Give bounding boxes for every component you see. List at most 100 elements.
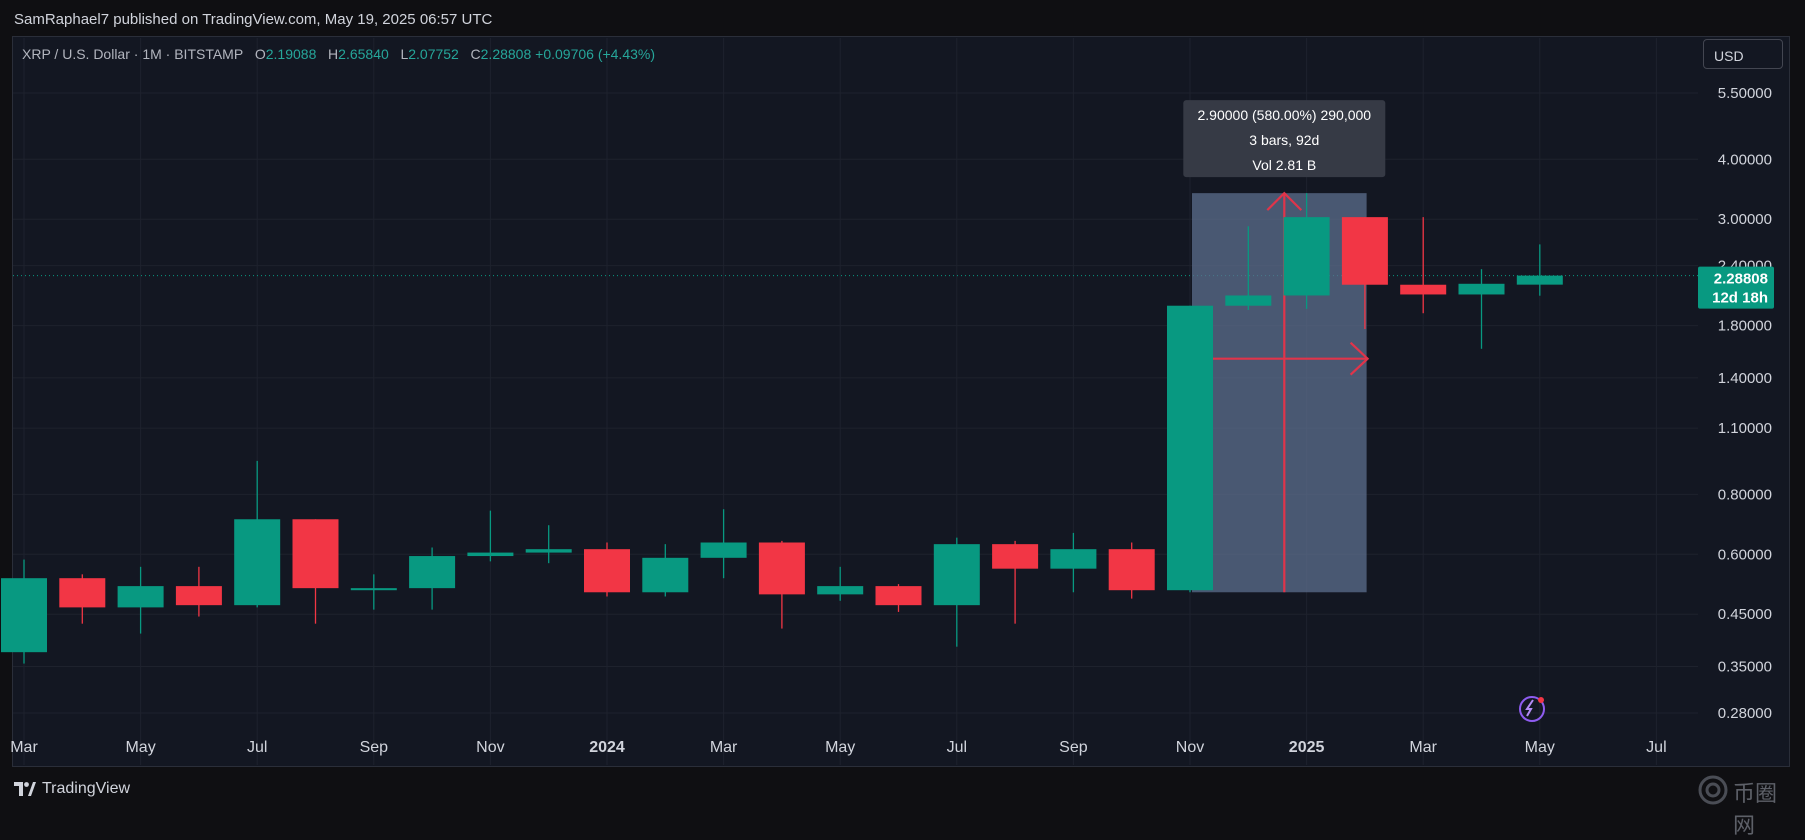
candle [642, 544, 689, 597]
site-watermark: 币圈网 [1697, 772, 1797, 838]
candle [875, 584, 922, 612]
candle [467, 510, 514, 562]
low-label: L [400, 46, 409, 62]
candle-body [1167, 305, 1213, 591]
tradingview-logo-icon [14, 782, 36, 796]
measure-tooltip-line2: 3 bars, 92d [1249, 132, 1319, 148]
candle [1400, 217, 1447, 314]
candle-body [1516, 275, 1563, 285]
candle-body [992, 544, 1039, 569]
candle [1516, 244, 1563, 296]
candle [292, 519, 339, 624]
assistant-spark-icon-ring [1519, 696, 1545, 722]
close-value: 2.28808 [480, 46, 532, 62]
x-tick-label: Jul [247, 739, 267, 756]
candle [525, 525, 572, 564]
candle [350, 574, 397, 610]
open-value: 2.19088 [265, 46, 317, 62]
candle-body [234, 519, 281, 606]
x-tick-label: Sep [1059, 739, 1088, 756]
candle-body [175, 586, 222, 606]
assistant-spark-icon-dot [1538, 697, 1544, 703]
high-label: H [328, 46, 339, 62]
tradingview-logo[interactable]: TradingView [14, 780, 130, 798]
candle-body [1458, 283, 1505, 295]
candle [1167, 305, 1213, 593]
candle-body [1283, 217, 1330, 296]
candle-series [1, 193, 1563, 664]
candle [758, 540, 805, 629]
candle-body [875, 586, 922, 606]
price-tag-value: 2.28808 [1714, 271, 1768, 288]
candle-body [59, 578, 106, 608]
candle [234, 460, 281, 608]
candle [175, 566, 222, 617]
y-tick-label: 0.80000 [1718, 486, 1772, 503]
x-tick-label: Jul [1646, 739, 1666, 756]
candle [117, 566, 164, 634]
x-tick-label: May [125, 739, 155, 756]
x-tick-label: May [825, 739, 855, 756]
publisher-line: SamRaphael7 published on TradingView.com… [14, 11, 493, 28]
open-label: O [254, 46, 266, 62]
candle [409, 547, 456, 610]
x-tick-label: Mar [1409, 739, 1437, 756]
y-tick-label: 1.40000 [1718, 370, 1772, 387]
y-tick-label: 0.60000 [1718, 546, 1772, 563]
price-tag-countdown: 12d 18h [1712, 290, 1768, 307]
assistant-spark-icon-bolt [1525, 699, 1534, 717]
x-tick-label: May [1525, 739, 1555, 756]
candle-body [292, 519, 339, 589]
x-tick-label: 2024 [589, 739, 625, 756]
y-tick-label: 5.50000 [1718, 85, 1772, 102]
candle-body [1400, 284, 1447, 295]
y-tick-label: 0.45000 [1718, 606, 1772, 623]
measure-right-arrowhead [1349, 341, 1370, 376]
chart-grid [13, 38, 1698, 765]
x-tick-label: Mar [710, 739, 738, 756]
measure-tooltip-box [1183, 100, 1386, 178]
chart-panel[interactable] [12, 36, 1790, 767]
price-chart[interactable]: 2.90000 (580.00%) 290,000 3 bars, 92d Vol … [0, 0, 1805, 810]
low-value: 2.07752 [408, 46, 459, 62]
y-tick-label: 0.35000 [1718, 659, 1772, 676]
y-tick-label: 1.80000 [1718, 318, 1772, 335]
candle [1341, 217, 1388, 330]
candle-body [584, 549, 630, 593]
x-tick-label: Sep [360, 739, 389, 756]
candle [817, 566, 864, 601]
candle [1283, 193, 1330, 309]
candle [992, 540, 1039, 624]
y-axis: 5.500004.000003.000002.400001.800001.400… [1698, 85, 1774, 722]
x-tick-label: Mar [10, 739, 38, 756]
y-tick-label: 3.00000 [1718, 211, 1772, 228]
candle-body [1, 578, 47, 653]
assistant-spark-icon [1519, 696, 1545, 722]
candle [1108, 542, 1155, 599]
candle-body [525, 549, 572, 553]
candle [1458, 269, 1505, 349]
currency-button[interactable]: USD [1703, 39, 1783, 69]
candle-body [117, 586, 164, 608]
x-axis: Mar May Jul Sep Nov 2024 Mar May Jul Sep Nov 2025 Ma… [10, 696, 1667, 756]
measure-tool: 2.90000 (580.00%) 290,000 3 bars, 92d Vol … [1183, 100, 1386, 593]
change-value: +0.09706 (+4.43%) [535, 46, 656, 62]
candle-body [1225, 295, 1272, 306]
x-tick-label: Nov [476, 739, 504, 756]
candle [59, 574, 106, 624]
candle-body [1050, 549, 1097, 569]
symbol-legend[interactable]: XRP / U.S. Dollar · 1M · BITSTAMP O2.190… [22, 46, 655, 62]
measure-tooltip-line1: 2.90000 (580.00%) 290,000 [1198, 107, 1372, 123]
candle-body [350, 588, 397, 591]
symbol-name[interactable]: XRP / U.S. Dollar · 1M · BITSTAMP [22, 46, 244, 62]
candle [1050, 532, 1097, 593]
candle-body [642, 557, 689, 593]
candle-body [1108, 549, 1155, 591]
candle-body [817, 586, 864, 595]
x-tick-label: 2025 [1289, 739, 1325, 756]
measure-tooltip-line3: Vol 2.81 B [1252, 157, 1316, 173]
candle-body [758, 542, 805, 595]
x-tick-label: Jul [947, 739, 967, 756]
candle-body [700, 542, 747, 558]
publisher-header: SamRaphael7 published on TradingView.com… [0, 0, 1805, 38]
